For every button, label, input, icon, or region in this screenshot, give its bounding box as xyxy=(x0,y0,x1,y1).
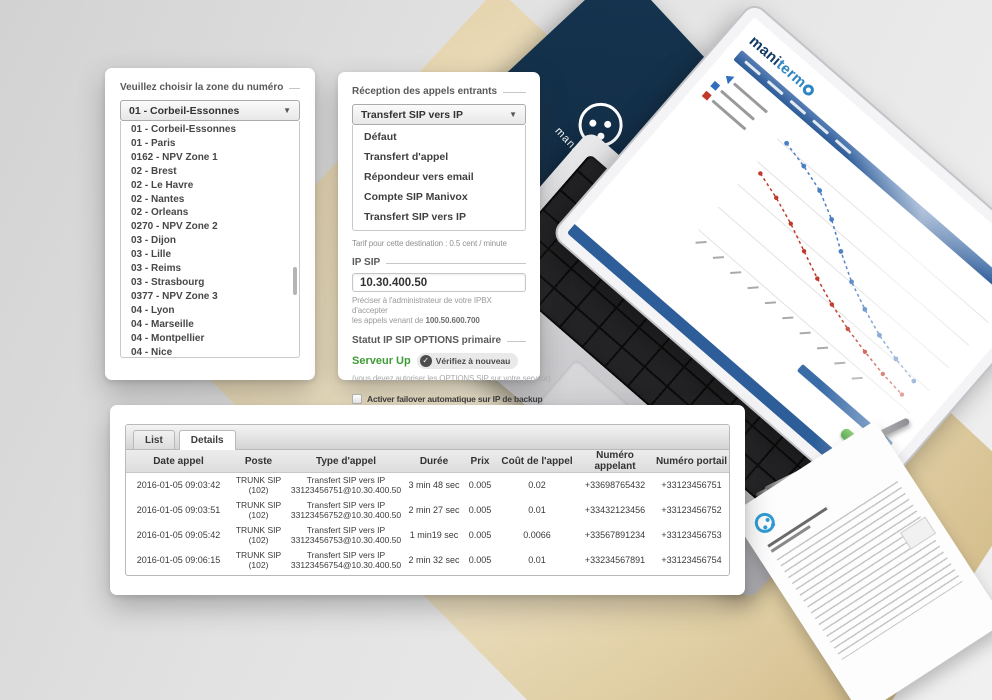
calls-tab[interactable]: List xyxy=(133,430,175,449)
zone-list-item[interactable]: 0162 - NPV Zone 1 xyxy=(131,151,218,163)
legend-red-icon xyxy=(701,90,712,101)
laptop-screen: maniterm xyxy=(549,0,992,510)
zone-list-item[interactable]: 04 - Marseille xyxy=(131,318,194,330)
zone-list-item[interactable]: 04 - Montpellier xyxy=(131,332,205,344)
reception-card-title: Réception des appels entrants xyxy=(352,86,526,97)
maniterm-ring-icon xyxy=(800,82,817,98)
zone-list-item[interactable]: 02 - Brest xyxy=(131,165,177,177)
zone-chooser-card: Veuillez choisir la zone du numéro 01 - … xyxy=(105,68,315,380)
col-portail[interactable]: Numéro portail xyxy=(654,450,729,473)
zone-list-item[interactable]: 01 - Corbeil-Essonnes xyxy=(131,124,237,135)
col-appelant[interactable]: Numéro appelant xyxy=(576,450,654,473)
zone-select[interactable]: 01 - Corbeil-Essonnes ▼ xyxy=(120,100,300,121)
reception-option[interactable]: Transfert SIP vers IP xyxy=(364,211,466,223)
col-cout[interactable]: Coût de l'appel xyxy=(498,450,576,473)
tariff-note: Tarif pour cette destination : 0.5 cent … xyxy=(352,239,507,248)
maniterm-logo: maniterm xyxy=(746,33,992,290)
zone-select-value: 01 - Corbeil-Essonnes xyxy=(129,104,240,117)
failover-label: Activer failover automatique sur IP de b… xyxy=(367,394,543,404)
reception-select-value: Transfert SIP vers IP xyxy=(361,108,463,121)
calls-table: Date appel Poste Type d'appel Durée Prix… xyxy=(126,450,729,573)
caret-down-icon: ▼ xyxy=(509,110,517,119)
calls-table-card: List Details Date appel Poste Type d'app… xyxy=(110,405,745,595)
zone-list-item[interactable]: 0377 - NPV Zone 3 xyxy=(131,290,218,302)
recheck-button[interactable]: ✓ Vérifiez à nouveau xyxy=(416,353,519,369)
reception-select[interactable]: Transfert SIP vers IP ▼ xyxy=(352,104,526,125)
col-date[interactable]: Date appel xyxy=(126,450,231,473)
ip-sip-label: IP SIP xyxy=(352,257,526,268)
calls-header-row: Date appel Poste Type d'appel Durée Prix… xyxy=(126,450,729,473)
zone-list-item[interactable]: 03 - Dijon xyxy=(131,235,177,247)
col-prix[interactable]: Prix xyxy=(462,450,498,473)
calls-tab[interactable]: Details xyxy=(178,430,236,450)
zone-list-item[interactable]: 03 - Reims xyxy=(131,263,182,275)
laptop-line-chart xyxy=(698,138,989,414)
reception-settings-card: Réception des appels entrants Transfert … xyxy=(338,72,551,404)
call-row[interactable]: 2016-01-05 09:05:42 TRUNK SIP (102) Tran… xyxy=(136,525,722,545)
check-circle-icon: ✓ xyxy=(419,355,432,367)
legend-arrow-icon xyxy=(718,68,735,85)
letterhead-logo-icon xyxy=(750,509,779,537)
server-status-badge: Serveur Up xyxy=(352,355,411,367)
zone-list-item[interactable]: 04 - Lyon xyxy=(131,304,175,316)
zone-list-item[interactable]: 01 - Paris xyxy=(131,137,176,149)
reception-option[interactable]: Compte SIP Manivox xyxy=(364,191,468,203)
ip-sip-input[interactable]: 10.30.400.50 xyxy=(352,273,526,292)
calls-tab-bar: List Details xyxy=(126,425,729,450)
options-sip-note: (vous devez autoriser les OPTIONS SIP su… xyxy=(352,374,551,383)
legend-blue-icon xyxy=(710,80,721,91)
ip-helper-text: Préciser à l'administrateur de votre IPB… xyxy=(352,296,492,325)
zone-option-list[interactable]: 01 - Corbeil-Essonnes 01 - Paris 0162 - … xyxy=(120,121,300,358)
failover-checkbox[interactable] xyxy=(352,394,362,404)
reception-option[interactable]: Transfert d'appel xyxy=(364,151,449,163)
zone-list-item[interactable]: 04 - Nice xyxy=(131,346,173,358)
zone-list-item[interactable]: 02 - Orleans xyxy=(131,207,189,219)
call-row[interactable]: 2016-01-05 09:03:42 TRUNK SIP (102) Tran… xyxy=(136,475,722,496)
caret-down-icon: ▼ xyxy=(283,106,291,115)
ip-sip-value: 10.30.400.50 xyxy=(360,276,428,289)
laptop-nav-bar xyxy=(733,49,992,304)
laptop-webpage: maniterm xyxy=(566,17,992,493)
scrollbar-thumb[interactable] xyxy=(293,267,297,295)
reception-option-list[interactable]: Défaut Transfert d'appel Répondeur vers … xyxy=(352,125,526,231)
zone-list-item[interactable]: 0270 - NPV Zone 2 xyxy=(131,221,218,233)
call-row[interactable]: 2016-01-05 09:06:15 TRUNK SIP (102) Tran… xyxy=(136,550,722,570)
reception-option[interactable]: Défaut xyxy=(364,131,397,143)
zone-card-title: Veuillez choisir la zone du numéro xyxy=(120,82,300,93)
calls-table-panel: List Details Date appel Poste Type d'app… xyxy=(125,424,730,576)
col-duree[interactable]: Durée xyxy=(406,450,462,473)
zone-list-item[interactable]: 02 - Le Havre xyxy=(131,179,194,191)
sip-status-label: Statut IP SIP OPTIONS primaire xyxy=(352,335,526,346)
col-poste[interactable]: Poste xyxy=(231,450,286,473)
col-type[interactable]: Type d'appel xyxy=(286,450,406,473)
reception-option[interactable]: Répondeur vers email xyxy=(364,171,474,183)
zone-list-item[interactable]: 03 - Strasbourg xyxy=(131,276,205,288)
call-row[interactable]: 2016-01-05 09:03:51 TRUNK SIP (102) Tran… xyxy=(136,500,722,520)
zone-list-item[interactable]: 02 - Nantes xyxy=(131,193,185,205)
zone-list-item[interactable]: 03 - Lille xyxy=(131,249,172,261)
